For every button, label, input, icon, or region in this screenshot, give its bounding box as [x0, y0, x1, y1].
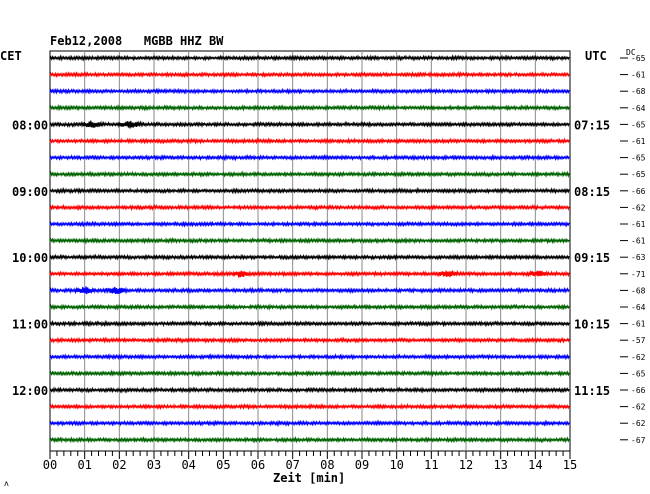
trace-row-8 — [49, 186, 570, 195]
x-tick-label-11: 11 — [424, 458, 438, 472]
left-time-label: 08:00 — [12, 118, 48, 132]
dc-offset-label: -62 — [631, 403, 646, 412]
chart-title: Feb12,2008 MGBB HHZ BW — [50, 34, 224, 48]
trace-row-10 — [49, 220, 570, 228]
dc-offset-label: -68 — [631, 286, 646, 295]
trace-row-0 — [49, 54, 570, 62]
x-tick-label-04: 04 — [181, 458, 195, 472]
x-tick-label-01: 01 — [77, 458, 91, 472]
trace-row-4 — [49, 120, 570, 129]
x-tick-label-09: 09 — [355, 458, 369, 472]
trace-row-6 — [49, 153, 570, 162]
trace-row-17 — [49, 336, 570, 344]
dc-offset-label: -61 — [631, 320, 646, 329]
dc-header: DC — [626, 48, 636, 57]
right-zone-label: UTC — [585, 49, 607, 63]
x-tick-label-03: 03 — [147, 458, 161, 472]
corner-mark: ʌ — [4, 479, 9, 488]
trace-row-22 — [49, 419, 570, 428]
x-tick-label-15: 15 — [563, 458, 577, 472]
x-tick-label-08: 08 — [320, 458, 334, 472]
right-time-label: 11:15 — [574, 384, 610, 398]
trace-row-9 — [49, 203, 570, 212]
trace-row-20 — [49, 386, 570, 394]
dc-offset-label: -65 — [631, 369, 646, 378]
trace-row-18 — [49, 352, 570, 361]
left-time-label: 09:00 — [12, 185, 48, 199]
minute-grid — [84, 51, 536, 451]
left-zone-label: CET — [0, 49, 22, 63]
x-tick-label-05: 05 — [216, 458, 230, 472]
dc-offset-label: -61 — [631, 71, 646, 80]
trace-row-21 — [49, 402, 570, 411]
dc-offset-label: -61 — [631, 137, 646, 146]
left-time-label: 10:00 — [12, 251, 48, 265]
right-time-label: 08:15 — [574, 185, 610, 199]
dc-offset-label: -65 — [631, 54, 646, 63]
dc-offset-label: -64 — [631, 104, 646, 113]
left-time-label: 11:00 — [12, 318, 48, 332]
right-time-label: 07:15 — [574, 118, 610, 132]
dc-offset-label: -57 — [631, 336, 646, 345]
right-time-label: 09:15 — [574, 251, 610, 265]
dc-offset-label: -62 — [631, 203, 646, 212]
trace-row-23 — [49, 435, 570, 444]
trace-row-7 — [49, 170, 570, 179]
trace-row-11 — [49, 236, 570, 245]
dc-offset-label: -64 — [631, 303, 646, 312]
x-tick-label-14: 14 — [528, 458, 542, 472]
x-axis: 00 01 02 03 04 05 06 07 08 09 10 11 12 13 14 15 — [43, 451, 577, 472]
dc-offset-label: -71 — [631, 270, 646, 279]
trace-row-2 — [49, 87, 570, 95]
trace-row-1 — [49, 70, 570, 79]
dc-offset-label: -62 — [631, 419, 646, 428]
x-tick-label-13: 13 — [493, 458, 507, 472]
left-time-label: 12:00 — [12, 384, 48, 398]
dc-offset-label: -65 — [631, 154, 646, 163]
x-tick-label-06: 06 — [251, 458, 265, 472]
trace-row-5 — [49, 137, 570, 145]
x-tick-label-07: 07 — [285, 458, 299, 472]
dc-offset-label: -63 — [631, 253, 646, 262]
trace-row-3 — [49, 103, 570, 112]
trace-row-15 — [49, 303, 570, 311]
trace-row-16 — [49, 319, 570, 328]
dc-offset-label: -61 — [631, 237, 646, 246]
x-tick-label-00: 00 — [43, 458, 57, 472]
traces — [49, 54, 570, 444]
trace-row-12 — [49, 253, 570, 261]
dc-offset-label: -67 — [631, 436, 646, 445]
x-tick-label-10: 10 — [389, 458, 403, 472]
x-tick-label-12: 12 — [459, 458, 473, 472]
dc-offset-label: -68 — [631, 87, 646, 96]
plot-frame — [49, 50, 571, 452]
trace-row-19 — [49, 369, 570, 378]
dc-offset-label: -62 — [631, 353, 646, 362]
trace-row-14 — [49, 286, 570, 295]
dc-offset-label: -65 — [631, 120, 646, 129]
trace-row-13 — [49, 269, 570, 278]
dc-offset-label: -65 — [631, 170, 646, 179]
dc-offset-label: -66 — [631, 187, 646, 196]
right-time-label: 10:15 — [574, 318, 610, 332]
dc-offset-label: -66 — [631, 386, 646, 395]
x-axis-label: Zeit [min] — [273, 471, 345, 485]
x-tick-label-02: 02 — [112, 458, 126, 472]
row-labels: 08:00 09:00 10:00 11:00 12:00 07:15 08:15 09:15… — [12, 54, 646, 445]
dc-offset-label: -61 — [631, 220, 646, 229]
